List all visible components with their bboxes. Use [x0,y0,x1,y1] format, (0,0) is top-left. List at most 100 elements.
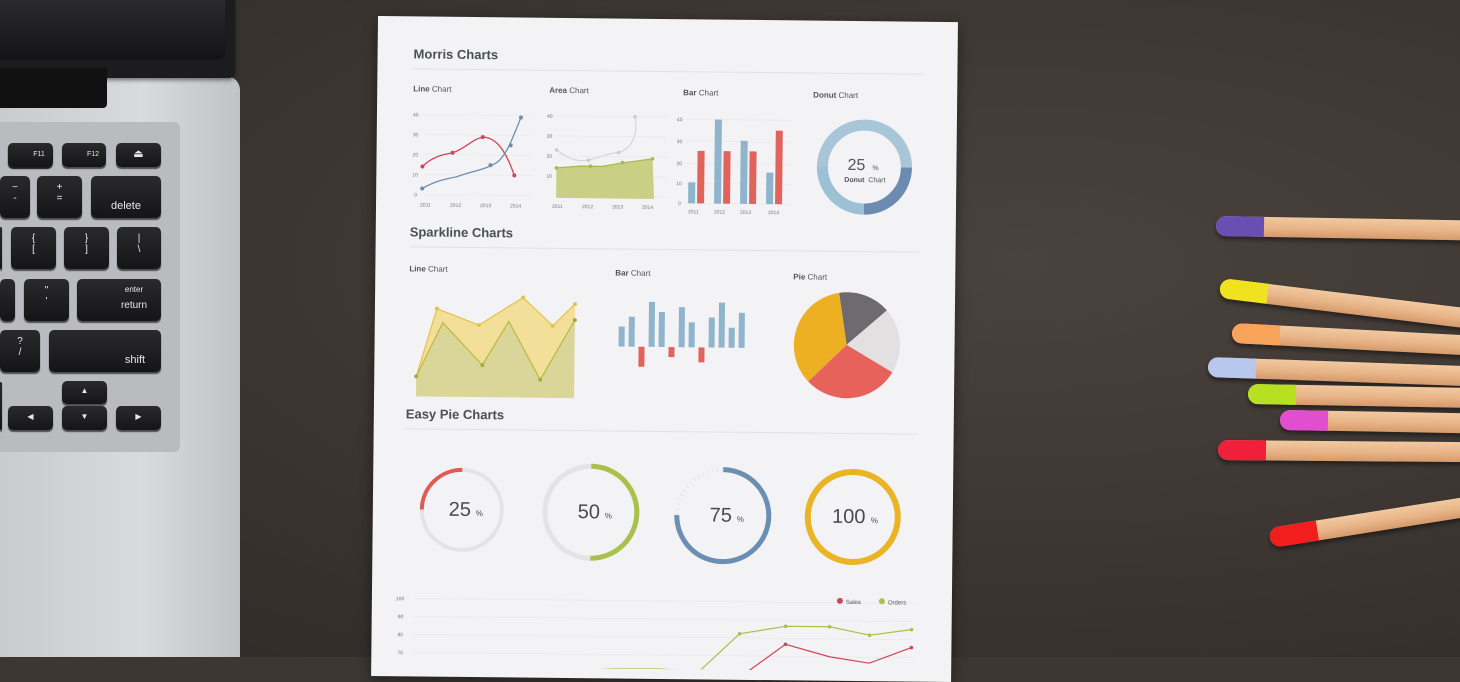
key-close-bracket[interactable]: }] [64,227,109,269]
morris-title: Morris Charts [413,46,499,63]
arrow-up-key[interactable]: ▲ [62,381,107,404]
easypie-title: Easy Pie Charts [405,406,505,423]
tick-label: 30 [413,132,419,138]
data-point [550,323,555,328]
key-minus[interactable]: − - [0,176,30,218]
data-point [420,164,425,169]
donut-segment [863,167,912,215]
morris-bar-chart: 40 30 20 10 0 2011 2012 2013 2014 [676,117,793,216]
key-equals[interactable]: + = [37,176,82,218]
return-key[interactable]: enter return [77,279,161,321]
series-sales [738,643,912,672]
arrow-right-key[interactable]: ▶ [116,406,161,430]
bar [749,151,757,204]
eject-key[interactable]: ⏏ [116,143,161,167]
data-point [450,150,455,155]
morris-donut-chart: 25 % Donut Chart [816,119,912,215]
tick-label: 10 [412,172,418,178]
key-f12[interactable]: F12 [62,143,106,167]
morris-area-title: Area Chart [549,85,589,96]
arrow-down-key[interactable]: ▼ [62,406,107,430]
sparkline-pie-chart [793,292,900,399]
line-front [415,319,576,381]
bar [740,140,748,204]
data-point [572,302,577,307]
pencil-lime[interactable] [1247,384,1460,408]
data-point [783,642,788,647]
key-semicolon[interactable] [0,279,15,321]
morris-bar-title: Bar Chart [683,88,719,98]
legend-orders-swatch [878,598,885,605]
tick-label: 2014 [768,210,779,216]
bar [723,151,731,204]
ring-progress [590,463,640,561]
pie-unit: % [871,516,878,525]
tick-label: 2012 [582,204,593,210]
pie-unit: % [737,515,744,524]
sparkline-line-title: Line Chart [409,264,448,274]
key-left-partial[interactable] [0,382,2,430]
bar [718,302,726,348]
delete-key[interactable]: delete [91,176,161,218]
easypie-75: 75 % [674,467,772,565]
data-point [620,160,625,165]
shift-key[interactable]: shift [49,330,161,372]
pie-slice [808,344,893,399]
bar [728,327,735,348]
area-front [416,320,575,399]
donut-unit: % [872,165,878,172]
data-point [518,115,523,120]
tick-label: 90 [398,614,404,620]
pie-slice [846,310,900,373]
key-open-bracket[interactable]: {[ [11,227,56,269]
bar [628,316,635,347]
pencil-magenta[interactable] [1279,410,1460,434]
easypie-100: 100 % [804,468,901,565]
morris-area-chart: 40 30 20 10 2011 2012 2013 2014 [546,114,667,211]
laptop: 🔉 F11 F12 ⏏ −- += delete {[ }] |\ "' ent… [0,0,242,657]
data-point [420,186,425,191]
key-p[interactable] [0,227,2,269]
legend-sales: Sales [846,600,861,606]
data-point [737,632,742,636]
tick-label: 40 [413,112,419,118]
tick-label: 20 [676,161,682,167]
data-point [480,363,485,368]
bar [658,311,665,348]
bar-series [618,301,745,367]
morris-line-title: Line Chart [413,84,452,94]
data-point [414,374,419,379]
data-point [554,148,559,152]
laptop-screen [0,0,235,78]
key-backslash[interactable]: | \ [117,227,161,269]
donut-segment [864,119,912,168]
tick-label: 2012 [714,210,725,216]
data-point [909,627,914,632]
arrow-left-key[interactable]: ◀ [8,406,53,430]
series-line-blue [421,117,522,190]
tick-label: 2011 [420,202,431,208]
data-point [512,173,517,178]
divider [405,428,918,435]
report-paper: Morris Charts Line Chart Area Chart Bar … [371,16,958,682]
tick-label: 2013 [612,204,623,210]
pie-slice [793,292,847,382]
bar [668,347,675,358]
tick-label: 20 [547,154,553,160]
ring-progress [419,467,463,510]
data-point [783,624,788,629]
data-point [476,323,481,328]
key-slash[interactable]: ? / [0,330,40,372]
pencil-red[interactable] [1217,440,1460,463]
key-quote[interactable]: " ' [24,279,69,321]
donut-segment [816,166,865,215]
bar [688,182,696,204]
bar [688,322,695,348]
pie-value: 25 [449,499,471,521]
data-point [538,377,543,382]
sparkline-area-chart [414,295,577,399]
data-point [571,668,575,672]
pie-value: 75 [710,505,732,527]
bar [775,130,783,205]
key-f11[interactable]: F11 [8,143,52,167]
